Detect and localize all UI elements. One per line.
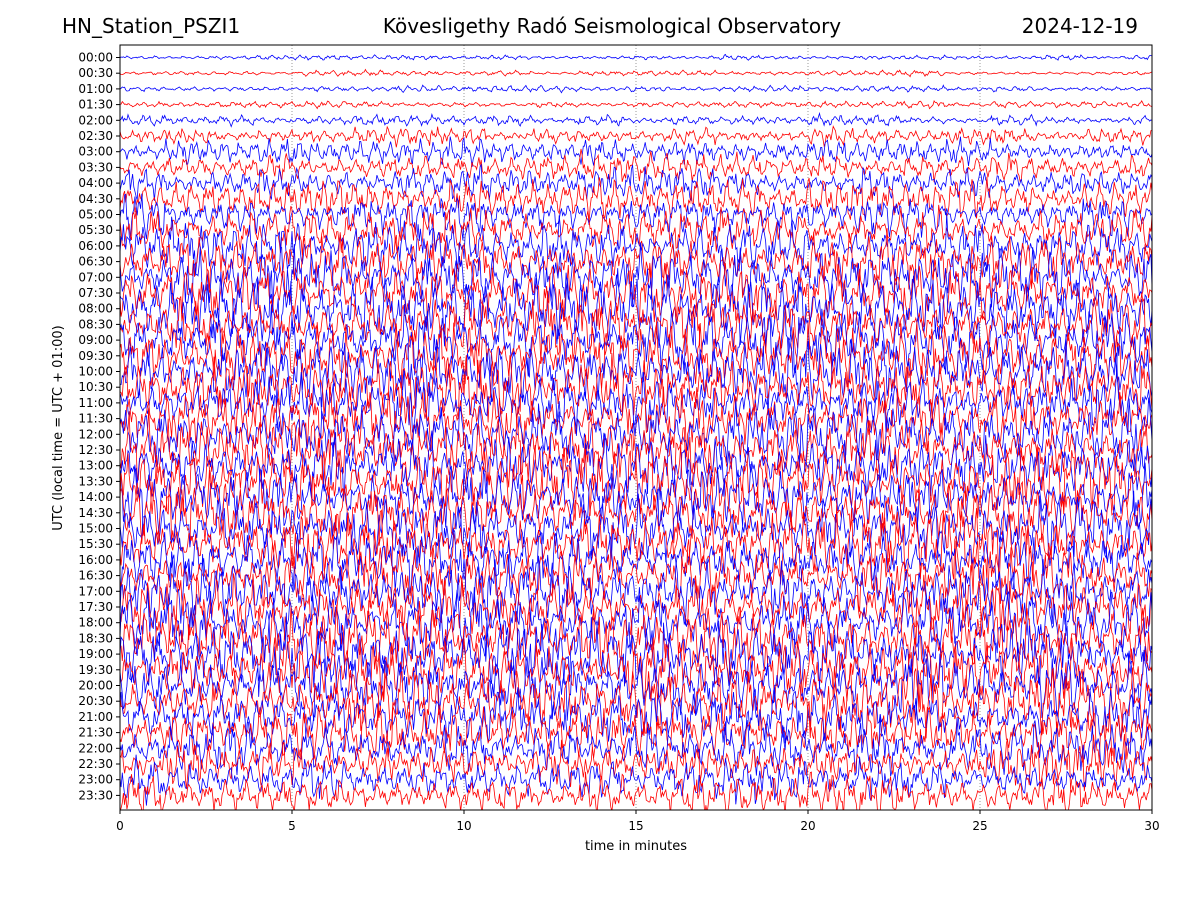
seismic-trace (120, 649, 1152, 721)
seismic-trace (120, 601, 1152, 675)
y-tick-label: 07:30 (78, 286, 113, 300)
y-tick-label: 13:30 (78, 474, 113, 488)
y-tick-label: 00:30 (78, 66, 113, 80)
seismic-trace (120, 771, 1152, 810)
seismic-trace (120, 733, 1152, 792)
y-tick-label: 23:30 (78, 788, 113, 802)
seismic-trace (120, 303, 1152, 377)
seismic-trace (120, 204, 1152, 256)
seismic-trace (120, 408, 1152, 488)
seismic-traces (120, 53, 1152, 810)
x-tick-label: 25 (972, 819, 987, 833)
y-tick-label: 22:00 (78, 741, 113, 755)
seismic-trace (120, 228, 1152, 290)
seismic-trace (120, 290, 1152, 362)
y-tick-label: 09:00 (78, 333, 113, 347)
y-tick-label: 22:30 (78, 757, 113, 771)
station-label: HN_Station_PSZI1 (62, 14, 241, 38)
x-axis-ticks: 0 5 10 15 20 25 30 (116, 810, 1160, 833)
date-label: 2024-12-19 (1021, 14, 1138, 38)
y-tick-label: 21:00 (78, 710, 113, 724)
y-tick-label: 12:30 (78, 443, 113, 457)
x-tick-label: 15 (628, 819, 643, 833)
y-tick-label: 08:00 (78, 302, 113, 316)
y-tick-label: 02:30 (78, 129, 113, 143)
seismic-trace (120, 469, 1152, 550)
y-tick-label: 19:00 (78, 647, 113, 661)
seismic-trace (120, 488, 1152, 563)
seismic-trace (120, 612, 1152, 697)
y-tick-label: 07:00 (78, 270, 113, 284)
x-tick-label: 0 (116, 819, 124, 833)
seismic-trace (120, 176, 1152, 225)
seismic-trace (120, 551, 1152, 627)
y-tick-label: 23:00 (78, 773, 113, 787)
y-tick-label: 02:00 (78, 113, 113, 127)
seismic-trace (120, 148, 1152, 183)
seismic-trace (120, 444, 1152, 521)
y-tick-label: 08:30 (78, 317, 113, 331)
y-tick-label: 11:00 (78, 396, 113, 410)
y-tick-label: 01:00 (78, 82, 113, 96)
y-tick-label: 17:30 (78, 600, 113, 614)
y-tick-label: 16:30 (78, 569, 113, 583)
y-tick-label: 15:30 (78, 537, 113, 551)
seismic-trace (120, 68, 1152, 78)
y-tick-label: 10:00 (78, 365, 113, 379)
seismic-trace (120, 212, 1152, 275)
seismic-trace (120, 353, 1152, 423)
y-tick-label: 05:30 (78, 223, 113, 237)
seismic-trace (120, 84, 1152, 94)
y-tick-label: 18:30 (78, 631, 113, 645)
seismic-trace (120, 163, 1152, 202)
seismic-trace (120, 504, 1152, 585)
x-tick-label: 5 (288, 819, 296, 833)
y-tick-label: 20:30 (78, 694, 113, 708)
y-tick-label: 12:00 (78, 427, 113, 441)
x-tick-label: 30 (1144, 819, 1159, 833)
seismic-trace (120, 99, 1152, 110)
y-tick-label: 09:30 (78, 349, 113, 363)
seismic-trace (120, 714, 1152, 777)
seismic-trace (120, 635, 1152, 708)
y-tick-label: 04:30 (78, 192, 113, 206)
y-tick-label: 03:00 (78, 145, 113, 159)
y-tick-label: 00:00 (78, 51, 113, 65)
seismic-trace (120, 53, 1152, 61)
y-tick-label: 18:00 (78, 616, 113, 630)
y-tick-label: 16:00 (78, 553, 113, 567)
seismic-trace (120, 370, 1152, 433)
seismic-trace (120, 462, 1152, 535)
x-tick-label: 10 (456, 819, 471, 833)
y-tick-label: 14:30 (78, 506, 113, 520)
y-tick-label: 19:30 (78, 663, 113, 677)
seismic-trace (120, 662, 1152, 742)
y-tick-label: 05:00 (78, 208, 113, 222)
seismic-trace (120, 320, 1152, 397)
x-axis-label: time in minutes (585, 839, 687, 854)
y-tick-label: 06:30 (78, 255, 113, 269)
y-tick-label: 03:30 (78, 160, 113, 174)
y-tick-label: 06:00 (78, 239, 113, 253)
seismic-trace (120, 754, 1152, 806)
y-tick-label: 17:00 (78, 584, 113, 598)
y-tick-label: 14:00 (78, 490, 113, 504)
y-tick-label: 21:30 (78, 726, 113, 740)
seismic-trace (120, 125, 1152, 148)
y-axis-label: UTC (local time = UTC + 01:00) (51, 325, 66, 530)
x-tick-label: 20 (800, 819, 815, 833)
chart-title: Kövesligethy Radó Seismological Observat… (382, 14, 842, 38)
y-tick-label: 01:30 (78, 98, 113, 112)
y-tick-label: 04:00 (78, 176, 113, 190)
y-tick-label: 11:30 (78, 412, 113, 426)
y-tick-label: 15:00 (78, 522, 113, 536)
y-tick-label: 10:30 (78, 380, 113, 394)
y-tick-label: 20:00 (78, 679, 113, 693)
y-tick-label: 13:00 (78, 459, 113, 473)
seismic-trace (120, 111, 1152, 128)
